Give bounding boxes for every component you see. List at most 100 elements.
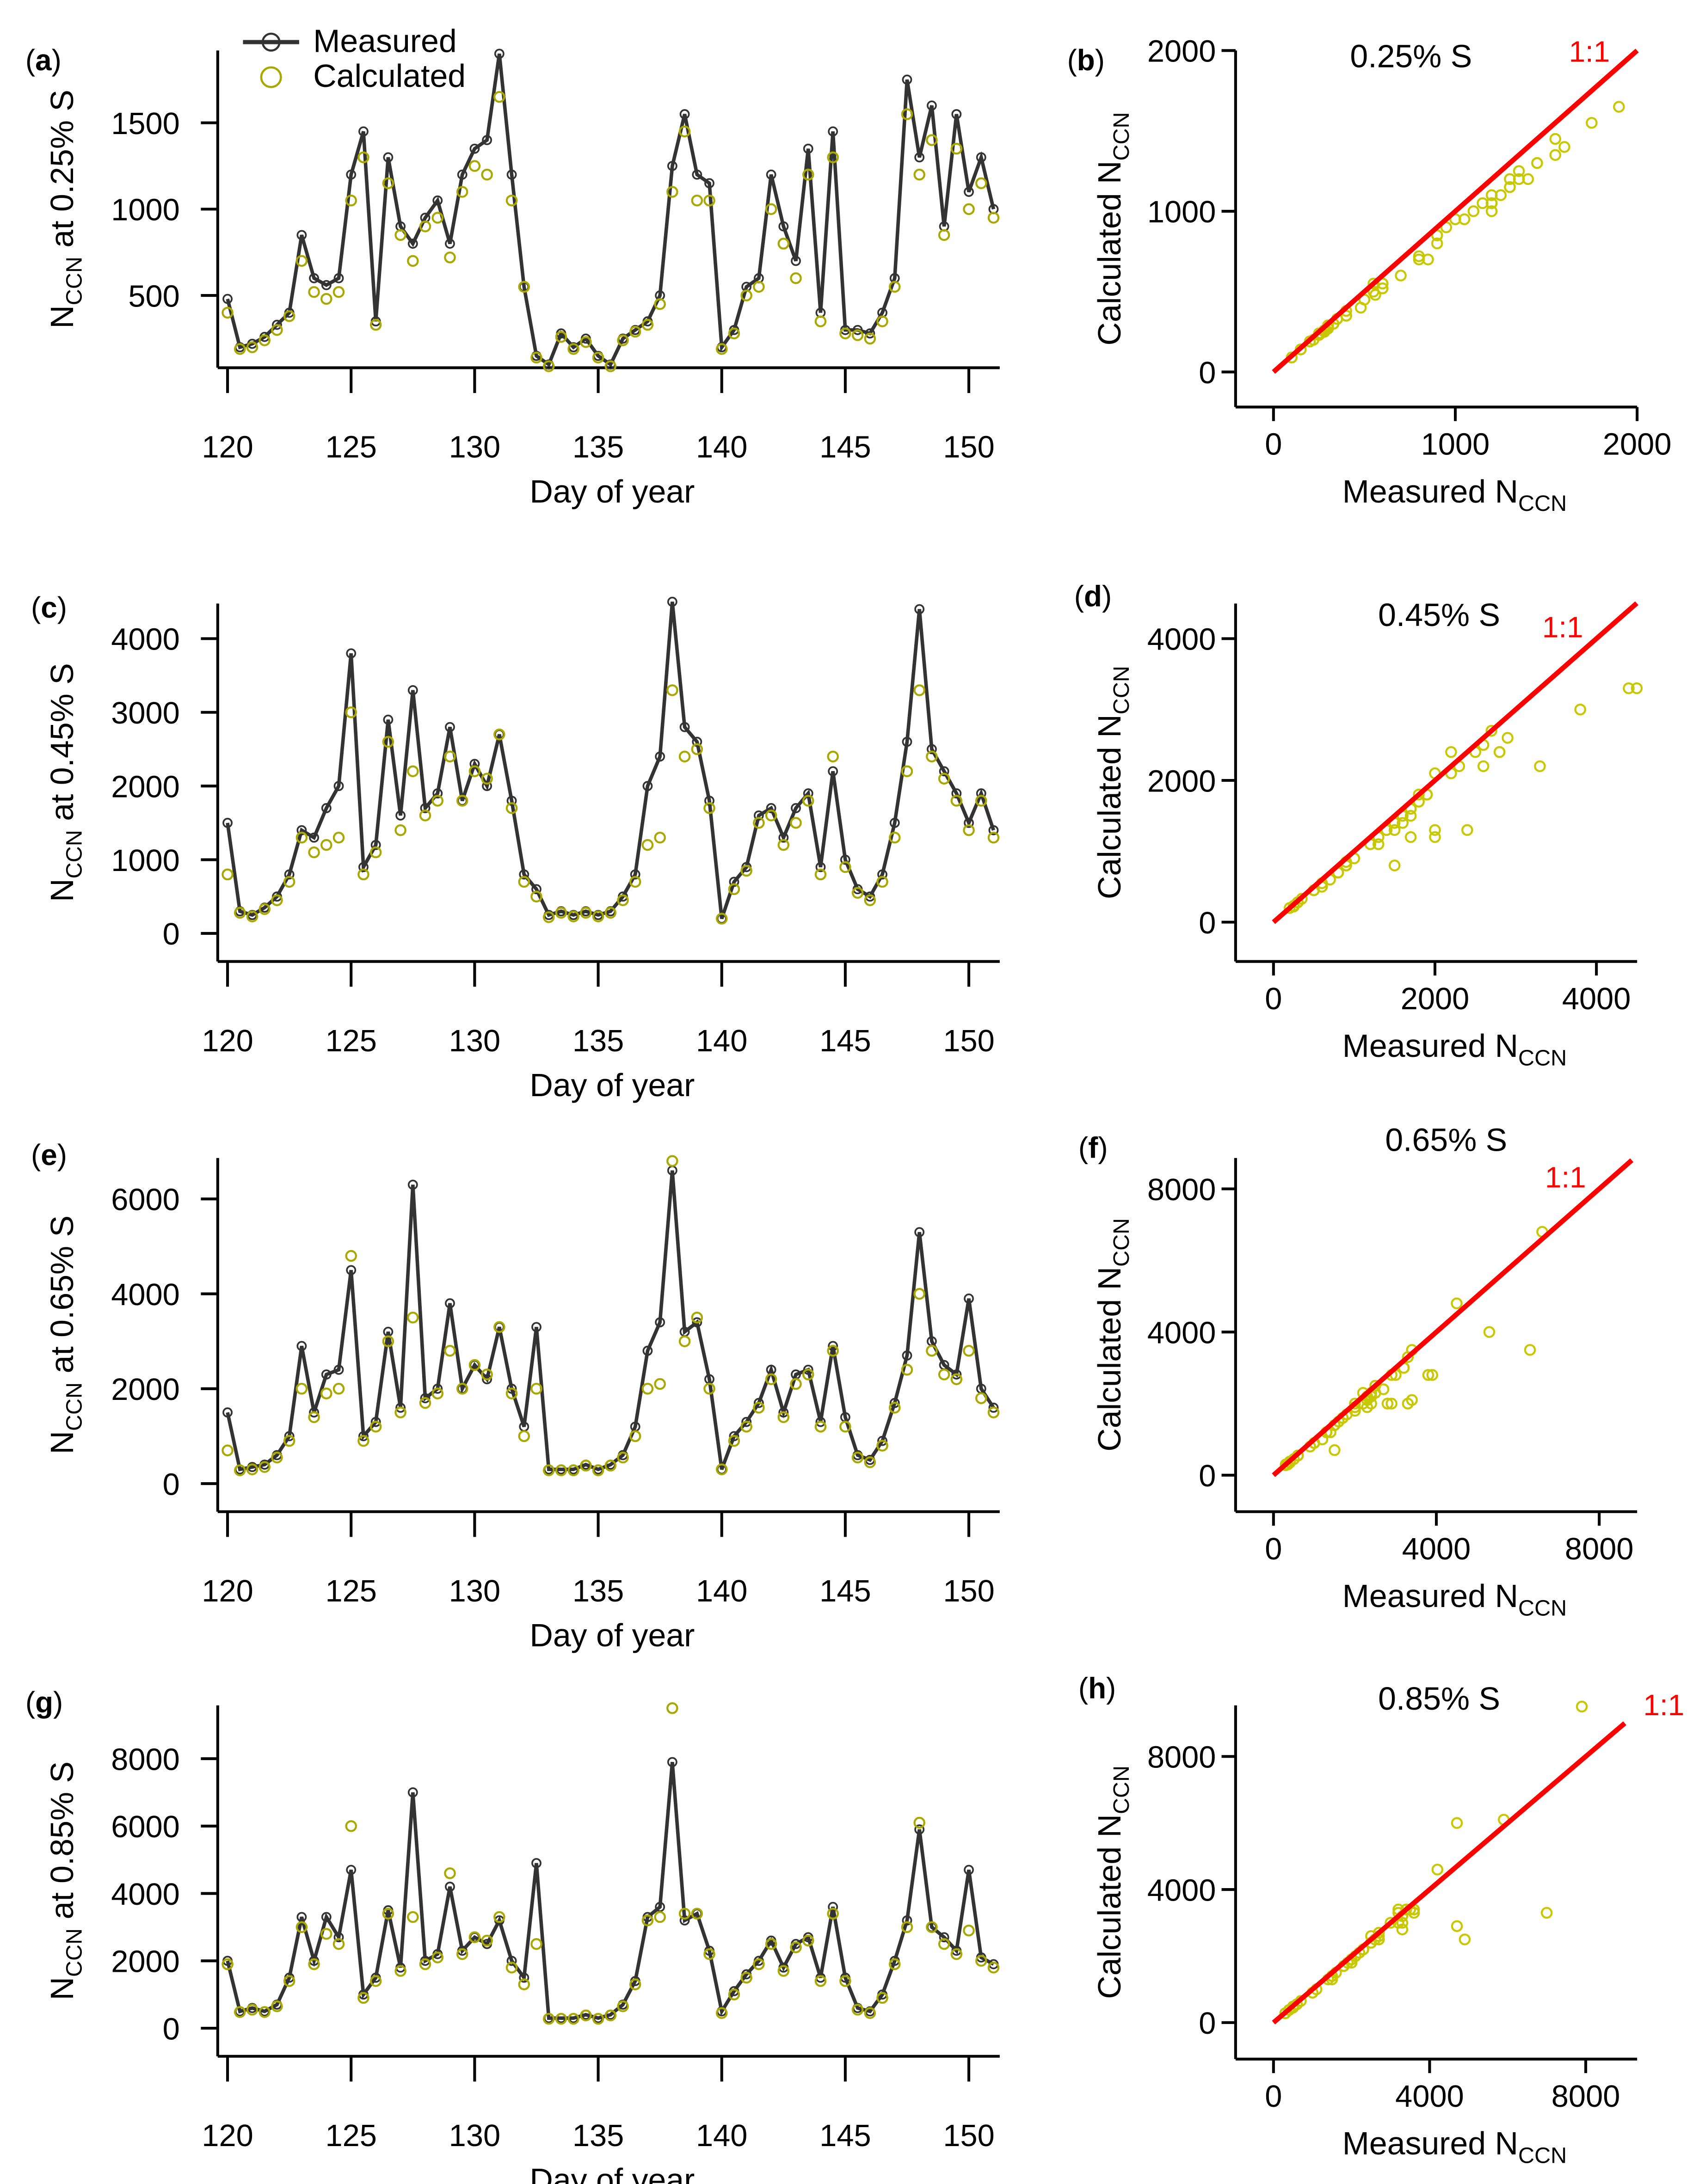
scatter-point bbox=[1502, 732, 1514, 744]
calculated-point bbox=[654, 1378, 666, 1390]
calculated-point bbox=[456, 186, 468, 198]
calculated-point bbox=[901, 108, 913, 120]
panel-letter: h bbox=[1088, 1672, 1106, 1705]
x-tick-label: 135 bbox=[572, 430, 624, 465]
measured-point bbox=[358, 862, 369, 872]
calculated-point bbox=[790, 1941, 802, 1953]
paren-open: ( bbox=[1078, 1672, 1088, 1705]
calculated-point bbox=[987, 212, 1000, 224]
measured-point bbox=[840, 854, 850, 865]
panel-e-timeseries: 120 125 130 135 140 145 150 0 2000 4000 6000 Day of… bbox=[31, 1138, 1000, 1653]
y-tick-label: 4000 bbox=[111, 1278, 180, 1312]
calculated-point bbox=[765, 203, 777, 215]
calculated-point bbox=[580, 1460, 592, 1472]
calculated-point bbox=[975, 795, 987, 807]
y-tick-label: 1000 bbox=[111, 844, 180, 878]
calculated-point bbox=[555, 907, 567, 919]
calculated-point bbox=[814, 1421, 827, 1433]
measured-point bbox=[519, 1972, 529, 1983]
measured-point bbox=[445, 722, 455, 732]
calculated-point bbox=[369, 319, 382, 331]
calculated-point bbox=[740, 289, 752, 301]
calculated-point bbox=[802, 1368, 814, 1380]
calculated-point bbox=[456, 795, 468, 807]
calculated-point bbox=[234, 343, 246, 355]
y-axis-label: NCCN at 0.25% S bbox=[44, 90, 86, 329]
scatter-point bbox=[1413, 788, 1425, 801]
calculated-point bbox=[345, 194, 357, 207]
scatter-point bbox=[1623, 682, 1635, 694]
calculated-point bbox=[839, 861, 851, 873]
calculated-point bbox=[938, 1368, 950, 1380]
calculated-point bbox=[567, 2012, 579, 2025]
calculated-point bbox=[926, 750, 938, 763]
measured-point bbox=[803, 1364, 813, 1375]
x-tick-label: 125 bbox=[326, 430, 377, 465]
calculated-point bbox=[617, 2000, 629, 2012]
calculated-point bbox=[889, 1402, 901, 1414]
calculated-point bbox=[542, 911, 555, 923]
measured-point bbox=[791, 803, 801, 813]
calculated-point bbox=[963, 1344, 975, 1357]
paren-open: ( bbox=[31, 591, 41, 624]
calculated-point bbox=[580, 907, 592, 919]
measured-point bbox=[914, 1227, 925, 1238]
calculated-point bbox=[493, 728, 505, 741]
measured-point bbox=[815, 1417, 826, 1427]
measured-point bbox=[976, 788, 986, 799]
calculated-point bbox=[703, 194, 715, 207]
calculated-point bbox=[765, 1373, 777, 1386]
scatter-title: 0.25% S bbox=[1350, 38, 1472, 74]
calculated-point bbox=[876, 876, 888, 888]
calculated-point bbox=[765, 810, 777, 822]
calculated-point bbox=[901, 765, 913, 778]
measured-point bbox=[531, 1322, 542, 1332]
measured-point bbox=[506, 796, 517, 806]
x-axis-label: Measured NCCN bbox=[1342, 1028, 1567, 1070]
calculated-point bbox=[629, 325, 641, 338]
measured-point bbox=[692, 736, 702, 747]
calculated-point bbox=[963, 203, 975, 215]
y-tick-label: 0 bbox=[163, 2012, 180, 2046]
measured-point bbox=[271, 319, 282, 330]
y-axis-label-sub: CCN bbox=[1109, 666, 1134, 714]
calculated-point bbox=[802, 1934, 814, 1947]
calculated-point bbox=[641, 1383, 654, 1395]
measured-point bbox=[889, 1398, 900, 1408]
scatter-point bbox=[1467, 205, 1480, 217]
calculated-point bbox=[592, 351, 604, 364]
calculated-point bbox=[975, 1392, 987, 1405]
calculated-point bbox=[938, 1938, 950, 1950]
measured-point bbox=[395, 1402, 406, 1413]
measured-point bbox=[642, 1345, 653, 1356]
y-axis-label-sub: CCN bbox=[62, 830, 86, 878]
scatter-point bbox=[1613, 101, 1625, 113]
calculated-point bbox=[407, 765, 419, 778]
legend-calculated-marker bbox=[260, 66, 282, 88]
y-tick-label: 0 bbox=[1199, 2006, 1216, 2041]
calculated-point bbox=[431, 212, 443, 224]
calculated-point bbox=[740, 1971, 752, 1984]
calculated-point bbox=[851, 1451, 864, 1464]
calculated-point bbox=[592, 910, 604, 923]
measured-point bbox=[432, 788, 443, 799]
calculated-point bbox=[851, 887, 864, 899]
scatter-point bbox=[1422, 1369, 1434, 1381]
calculated-point bbox=[715, 1463, 728, 1476]
calculated-point bbox=[938, 773, 950, 785]
scatter-point bbox=[1574, 703, 1586, 716]
measured-point bbox=[222, 1407, 233, 1418]
measured-point bbox=[296, 825, 307, 835]
x-tick-label: 150 bbox=[943, 1574, 994, 1608]
calculated-point bbox=[283, 876, 295, 888]
calculated-point bbox=[419, 220, 431, 233]
legend-measured-marker bbox=[261, 32, 281, 52]
y-tick-label: 2000 bbox=[111, 1373, 180, 1407]
calculated-point bbox=[666, 186, 678, 198]
measured-point bbox=[531, 884, 542, 895]
x-tick-label: 120 bbox=[202, 1574, 253, 1608]
calculated-point bbox=[987, 1962, 1000, 1974]
measured-point bbox=[741, 1417, 752, 1427]
paren-close: ) bbox=[53, 1686, 63, 1719]
